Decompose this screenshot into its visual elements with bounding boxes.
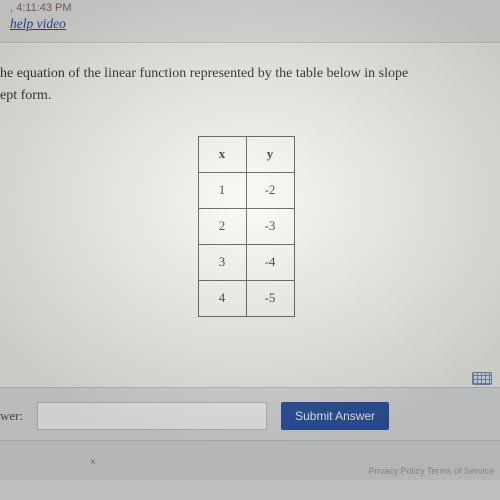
table-row: 2 -3 xyxy=(198,208,294,244)
submit-answer-button[interactable]: Submit Answer xyxy=(281,402,389,430)
help-video-link[interactable]: help video xyxy=(10,16,500,32)
col-header-y: y xyxy=(246,136,294,172)
close-icon[interactable]: × xyxy=(90,457,96,468)
cell-x: 4 xyxy=(198,280,246,316)
col-header-x: x xyxy=(198,136,246,172)
table-row: 3 -4 xyxy=(198,244,294,280)
table-header-row: x y xyxy=(198,136,294,172)
keyboard-icon[interactable] xyxy=(472,372,492,385)
cell-y: -4 xyxy=(246,244,294,280)
cell-y: -3 xyxy=(246,208,294,244)
page-timestamp: , 4:11:43 PM xyxy=(10,2,72,14)
cell-y: -5 xyxy=(246,280,294,316)
xy-table: x y 1 -2 2 -3 3 -4 4 -5 xyxy=(198,136,295,317)
page-footer: × Privacy Policy Terms of Service xyxy=(0,440,500,480)
question-text: he equation of the linear function repre… xyxy=(0,63,492,108)
cell-x: 3 xyxy=(198,244,246,280)
answer-bar: wer: Submit Answer attempt xyxy=(0,387,500,440)
answer-input[interactable] xyxy=(37,402,267,430)
cell-y: -2 xyxy=(246,172,294,208)
answer-label: wer: xyxy=(0,408,23,424)
question-line-1: he equation of the linear function repre… xyxy=(0,66,408,81)
cell-x: 1 xyxy=(198,172,246,208)
table-row: 1 -2 xyxy=(198,172,294,208)
question-panel: he equation of the linear function repre… xyxy=(0,42,500,387)
footer-links[interactable]: Privacy Policy Terms of Service xyxy=(369,466,494,476)
cell-x: 2 xyxy=(198,208,246,244)
question-line-2: ept form. xyxy=(0,88,51,103)
table-row: 4 -5 xyxy=(198,280,294,316)
